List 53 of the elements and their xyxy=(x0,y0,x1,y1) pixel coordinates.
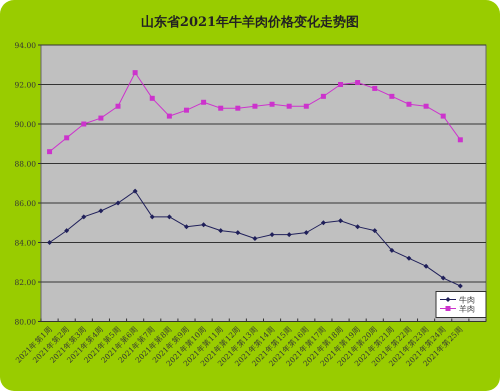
point xyxy=(150,96,155,101)
point xyxy=(458,283,463,288)
point xyxy=(304,104,309,109)
point xyxy=(320,94,326,99)
point xyxy=(81,122,86,126)
point xyxy=(116,104,121,109)
point xyxy=(166,214,172,220)
point xyxy=(218,228,224,234)
legend-label: 羊肉 xyxy=(459,304,475,314)
point xyxy=(270,232,275,238)
point xyxy=(98,208,104,214)
point xyxy=(184,224,189,230)
point xyxy=(252,104,258,109)
point xyxy=(424,104,429,109)
point xyxy=(116,200,121,206)
chart-title: 山东省2021年牛羊肉价格变化走势图 xyxy=(140,14,360,30)
legend-label: 牛肉 xyxy=(459,296,475,304)
point xyxy=(252,236,258,242)
point xyxy=(47,149,52,154)
point xyxy=(372,86,378,91)
point xyxy=(47,240,52,245)
point xyxy=(304,230,309,236)
point xyxy=(98,116,104,121)
point xyxy=(184,108,189,113)
point xyxy=(338,82,344,87)
point xyxy=(201,222,206,228)
point xyxy=(406,256,412,261)
point xyxy=(132,70,138,76)
point xyxy=(286,232,292,238)
point xyxy=(406,102,412,107)
point xyxy=(64,135,70,140)
point xyxy=(201,100,206,105)
point xyxy=(218,106,224,111)
point xyxy=(389,94,394,99)
point xyxy=(286,104,292,109)
point xyxy=(320,220,326,226)
point xyxy=(338,218,344,224)
point xyxy=(355,80,360,86)
point xyxy=(355,224,360,230)
point xyxy=(235,106,240,111)
point xyxy=(150,214,155,220)
point xyxy=(424,264,429,269)
point xyxy=(64,228,70,234)
point xyxy=(458,137,463,142)
point xyxy=(132,188,138,194)
point xyxy=(440,114,446,119)
point xyxy=(389,248,394,253)
point xyxy=(372,228,378,234)
point xyxy=(81,214,86,220)
point xyxy=(166,114,172,119)
point xyxy=(235,230,240,236)
point xyxy=(440,276,446,281)
point xyxy=(270,102,275,107)
